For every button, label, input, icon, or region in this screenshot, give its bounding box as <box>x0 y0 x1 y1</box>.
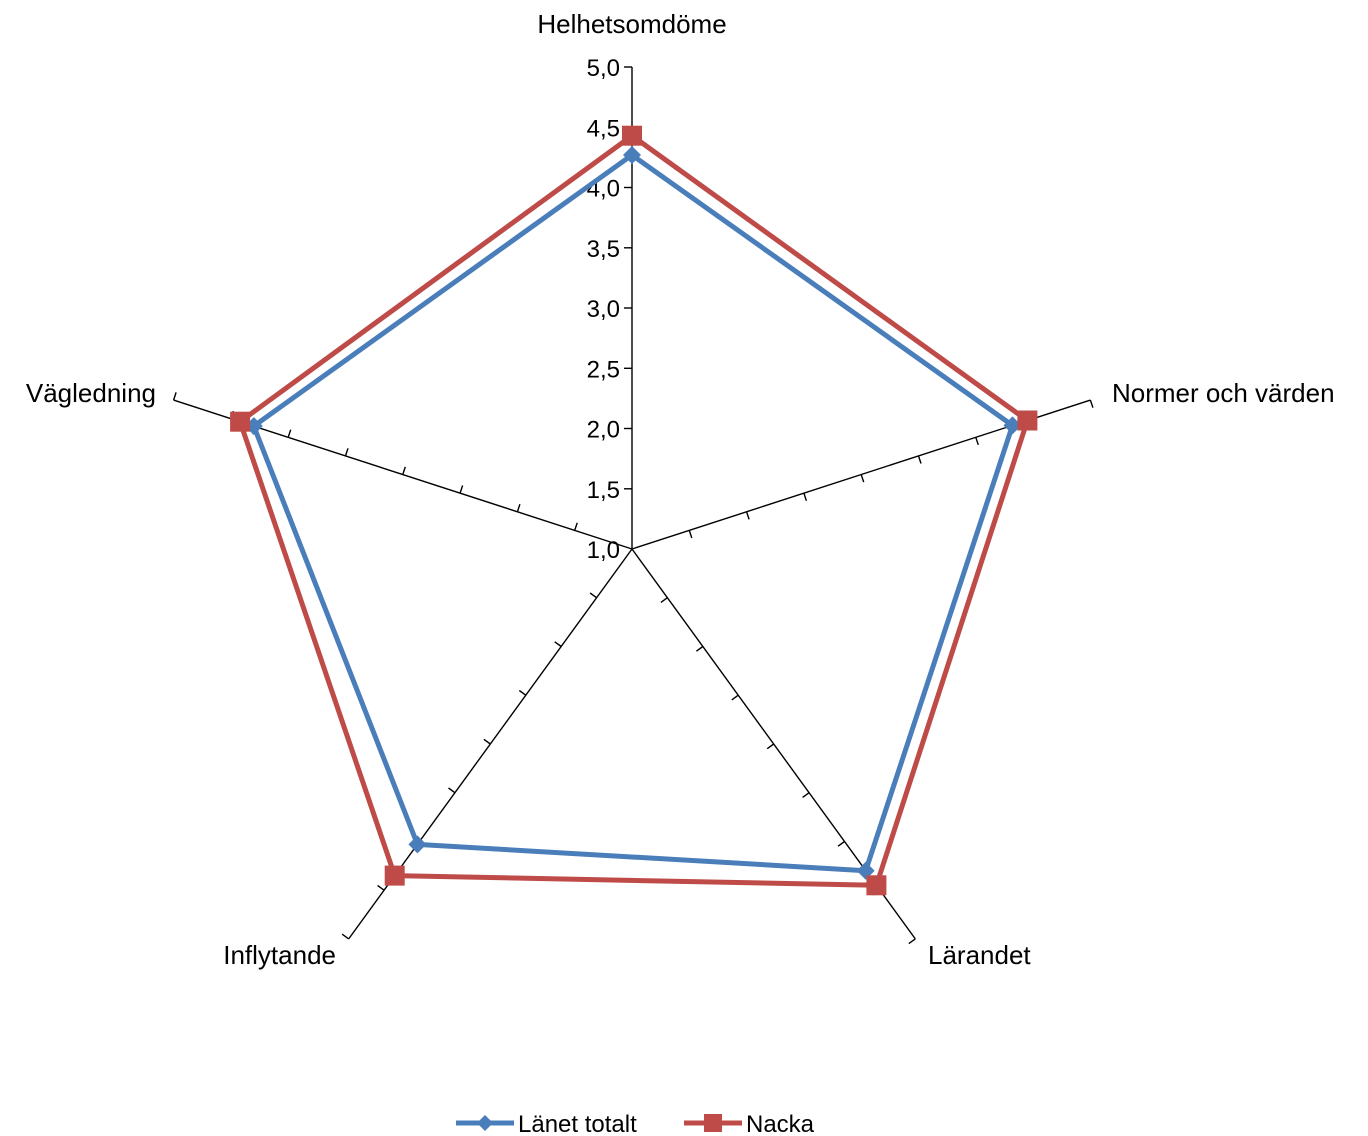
tick-mark <box>377 884 385 891</box>
tick-mark <box>660 597 668 603</box>
tick-mark <box>695 645 704 652</box>
tick-label: 3,0 <box>587 296 620 323</box>
series-layer <box>230 125 1038 896</box>
data-point-lanet-totalt-larandet <box>856 861 875 880</box>
tick-mark <box>574 522 578 531</box>
tick-label: 4,0 <box>587 176 620 203</box>
tick-mark <box>1089 399 1094 408</box>
legend: Länet totalt Nacka <box>456 1111 815 1136</box>
data-point-nacka-inflytande <box>384 865 405 886</box>
tick-mark <box>518 689 527 696</box>
category-label-helhetsomdome: Helhetsomdöme <box>537 9 726 39</box>
data-point-nacka-vagledning <box>230 411 251 432</box>
tick-mark <box>341 933 350 940</box>
tick-mark <box>803 492 808 502</box>
tick-mark <box>745 511 750 520</box>
tick-mark <box>448 787 456 794</box>
data-point-lanet-totalt-normer-och-varden <box>1003 416 1022 435</box>
data-point-nacka-helhetsomdome <box>622 125 642 146</box>
series-line-lanet-totalt <box>251 152 1015 874</box>
legend-label-lanet-totalt: Länet totalt <box>518 1111 637 1136</box>
data-point-lanet-totalt-inflytande <box>408 835 427 854</box>
tick-mark <box>731 694 739 701</box>
tick-label: 2,0 <box>587 417 620 444</box>
tick-mark <box>516 503 521 513</box>
tick-label: 1,0 <box>587 537 620 564</box>
category-labels: Helhetsomdöme Normer och värden Lärandet In… <box>26 9 1335 970</box>
tick-mark <box>344 448 349 457</box>
data-point-nacka-larandet <box>866 875 887 896</box>
tick-mark <box>975 437 979 446</box>
category-label-normer-och-varden: Normer och värden <box>1112 378 1335 408</box>
tick-mark <box>402 466 406 475</box>
radial-tick-labels: 1,0 1,5 2,0 2,5 3,0 3,5 4,0 4,5 5,0 <box>587 55 620 564</box>
tick-mark <box>483 738 491 745</box>
category-label-inflytande: Inflytande <box>223 940 336 970</box>
radar-axes <box>172 66 1094 945</box>
legend-marker-lanet-totalt <box>477 1115 493 1131</box>
legend-label-nacka: Nacka <box>746 1111 815 1136</box>
tick-label: 2,5 <box>587 356 620 383</box>
tick-mark <box>554 641 562 648</box>
tick-mark <box>917 455 922 464</box>
data-point-lanet-totalt-helhetsomdome <box>623 146 641 164</box>
tick-label: 1,5 <box>587 477 620 504</box>
tick-label: 3,5 <box>587 236 620 263</box>
category-label-vagledning: Vägledning <box>26 378 156 408</box>
legend-marker-nacka <box>704 1114 722 1132</box>
tick-mark <box>860 474 865 483</box>
tick-label: 5,0 <box>587 55 620 82</box>
tick-mark <box>837 840 845 847</box>
series-line-nacka <box>237 133 1030 888</box>
tick-label: 4,5 <box>587 115 620 142</box>
tick-mark <box>589 592 598 599</box>
tick-mark <box>688 530 693 539</box>
tick-mark <box>459 485 464 494</box>
tick-mark <box>766 743 775 750</box>
tick-mark <box>802 792 810 798</box>
category-label-larandet: Lärandet <box>928 940 1031 970</box>
tick-mark <box>287 429 292 438</box>
tick-mark <box>908 938 916 945</box>
data-point-nacka-normer-och-varden <box>1017 410 1038 431</box>
tick-mark <box>172 392 177 401</box>
